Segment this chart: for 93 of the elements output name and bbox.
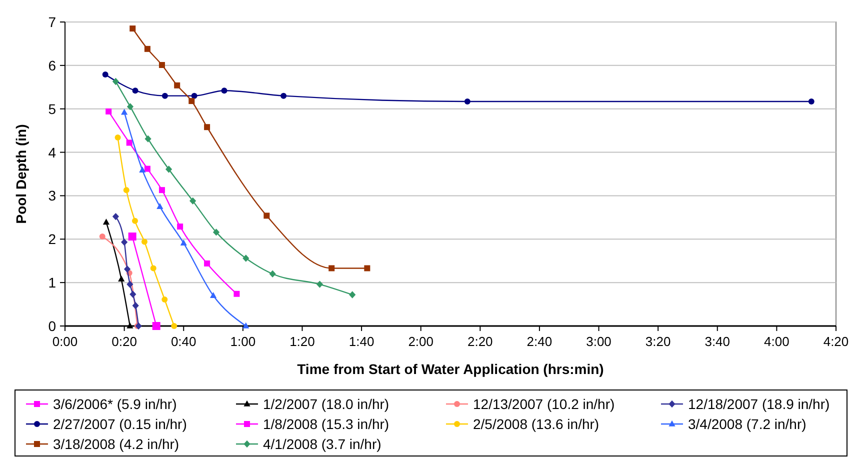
point (242, 254, 250, 262)
point (165, 166, 172, 173)
point (328, 265, 335, 272)
legend-label: 3/4/2008 (7.2 in/hr) (688, 416, 806, 432)
point (221, 88, 228, 94)
legend-label: 3/18/2008 (4.2 in/hr) (53, 436, 180, 452)
point (364, 265, 370, 272)
x-tick-label: 1:20 (290, 334, 315, 349)
point (269, 270, 276, 278)
x-tick-label: 4:00 (764, 334, 790, 349)
x-tick-label: 0:40 (170, 334, 196, 349)
point (188, 98, 195, 104)
y-tick-label: 0 (48, 318, 56, 334)
point (150, 265, 156, 272)
point (144, 46, 150, 52)
x-tick-label: 2:00 (408, 334, 434, 349)
y-tick-label: 2 (48, 231, 56, 248)
point (234, 290, 240, 297)
x-tick-label: 1:40 (348, 334, 374, 349)
point (349, 291, 356, 298)
point (139, 166, 146, 172)
x-tick-label: 4:20 (823, 334, 849, 349)
point (156, 202, 164, 209)
legend-label: 3/6/2006* (5.9 in/hr) (53, 396, 177, 412)
point (204, 124, 210, 130)
legend-label: 4/1/2008 (3.7 in/hr) (263, 436, 382, 452)
point (141, 238, 148, 245)
y-tick-label: 6 (48, 57, 56, 74)
point (144, 135, 152, 142)
y-tick-label: 7 (48, 14, 56, 30)
point (152, 322, 160, 330)
point (204, 260, 210, 266)
legend-label: 1/8/2008 (15.3 in/hr) (263, 416, 390, 432)
x-axis-title: Time from Start of Water Application (hrs:min) (297, 361, 604, 377)
y-tick-label: 5 (48, 100, 56, 117)
y-tick-label: 3 (48, 188, 56, 204)
y-axis-title: Pool Depth (in) (13, 124, 29, 224)
point (464, 98, 470, 104)
point (102, 218, 110, 225)
x-tick-label: 1:00 (230, 334, 256, 349)
point (106, 108, 112, 114)
point (128, 232, 136, 241)
legend-label: 1/2/2007 (18.0 in/hr) (263, 396, 390, 412)
y-tick-label: 4 (48, 144, 56, 160)
legend-label: 2/27/2007 (0.15 in/hr) (53, 416, 187, 432)
x-tick-label: 0:00 (52, 334, 78, 349)
point (121, 108, 128, 115)
point (126, 140, 132, 146)
point (191, 92, 198, 99)
point (242, 322, 250, 328)
point (158, 62, 165, 68)
point (130, 290, 136, 298)
x-tick-label: 0:20 (112, 334, 137, 349)
point (158, 187, 165, 194)
legend-label: 12/18/2007 (18.9 in/hr) (688, 396, 830, 412)
x-tick-label: 3:00 (586, 334, 612, 349)
legend-label: 2/5/2008 (13.6 in/hr) (473, 416, 600, 432)
point (102, 72, 108, 78)
y-tick-label: 1 (48, 274, 56, 291)
point (174, 82, 180, 88)
point (177, 224, 184, 230)
point (212, 228, 220, 236)
point (112, 212, 120, 220)
point (114, 134, 121, 141)
point (132, 302, 139, 310)
point (280, 92, 287, 99)
x-tick-label: 2:40 (526, 334, 552, 349)
point (121, 238, 128, 246)
point (162, 92, 168, 99)
point (144, 166, 150, 172)
point (126, 322, 134, 328)
point (171, 323, 178, 329)
x-tick-label: 2:20 (468, 334, 493, 349)
point (180, 239, 187, 246)
point (124, 266, 131, 273)
point (99, 234, 106, 240)
point (123, 187, 130, 194)
point (132, 218, 138, 224)
point (210, 292, 217, 298)
point (264, 212, 270, 219)
point (130, 26, 136, 32)
point (126, 103, 134, 110)
point (808, 98, 814, 104)
point (112, 78, 120, 86)
legend-label: 12/13/2007 (10.2 in/hr) (473, 396, 615, 412)
x-tick-label: 3:20 (645, 334, 671, 349)
point (132, 88, 138, 94)
point (190, 197, 196, 205)
point (316, 280, 324, 288)
point (126, 280, 134, 288)
point (118, 275, 125, 282)
x-tick-label: 3:40 (704, 334, 730, 349)
point (162, 296, 168, 303)
